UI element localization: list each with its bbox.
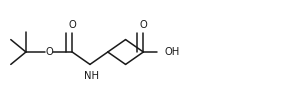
Text: O: O <box>45 47 53 57</box>
Text: O: O <box>139 20 147 30</box>
Text: OH: OH <box>165 47 180 57</box>
Text: NH: NH <box>84 71 99 81</box>
Text: O: O <box>68 20 76 30</box>
